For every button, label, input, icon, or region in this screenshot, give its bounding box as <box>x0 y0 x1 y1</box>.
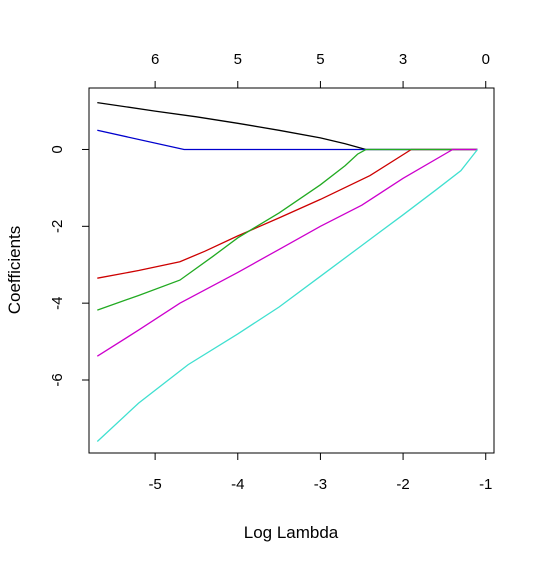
series-line-2 <box>97 129 478 151</box>
series-line-5 <box>96 148 478 357</box>
series-line-6 <box>96 149 479 442</box>
top-tick-label: 5 <box>316 51 324 68</box>
x-axis-title: Log Lambda <box>244 523 339 542</box>
y-tick-label: -2 <box>49 220 66 233</box>
series-line-1 <box>97 101 478 151</box>
x-tick-label: -3 <box>314 476 327 493</box>
y-tick-label: -4 <box>49 297 66 310</box>
x-tick-label: -1 <box>479 476 492 493</box>
y-axis-title: Coefficients <box>5 226 24 315</box>
plot-frame <box>88 87 495 454</box>
x-tick-label: -2 <box>396 476 409 493</box>
top-tick-label: 5 <box>234 51 242 68</box>
series-line-3 <box>97 148 478 279</box>
top-tick-label: 6 <box>151 51 159 68</box>
y-tick-label: 0 <box>49 145 66 153</box>
series-layer <box>96 101 479 442</box>
x-axis: -5 -4 -3 -2 -1 <box>148 453 492 493</box>
y-tick-label: -6 <box>49 373 66 386</box>
top-tick-label: 3 <box>399 51 407 68</box>
x-tick-label: -4 <box>231 476 244 493</box>
y-axis: -6 -4 -2 0 <box>49 145 89 387</box>
top-tick-label: 0 <box>482 51 490 68</box>
series-line-4 <box>97 148 478 311</box>
x-tick-label: -5 <box>148 476 161 493</box>
top-axis: 6 5 5 3 0 <box>151 51 490 88</box>
